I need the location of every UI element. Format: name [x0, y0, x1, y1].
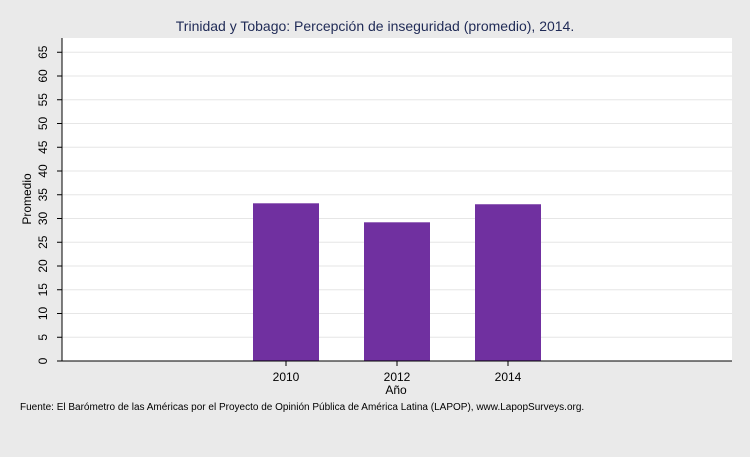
y-tick-label: 5 — [36, 334, 50, 341]
y-axis-ticks: 0 5 10 15 20 25 30 35 40 45 50 55 60 65 — [36, 45, 62, 364]
y-tick-label: 35 — [36, 188, 50, 202]
y-tick-label: 40 — [36, 164, 50, 178]
y-tick-label: 0 — [36, 357, 50, 364]
x-tick-label: 2012 — [384, 370, 411, 384]
y-tick-label: 50 — [36, 117, 50, 131]
y-tick-label: 45 — [36, 140, 50, 154]
bar-2012 — [364, 222, 430, 361]
y-tick-label: 15 — [36, 283, 50, 297]
y-tick-label: 25 — [36, 235, 50, 249]
y-axis-label: Promedio — [20, 173, 34, 225]
bar-2010 — [253, 203, 319, 361]
chart-title: Trinidad y Tobago: Percepción de insegur… — [176, 18, 574, 34]
source-note: Fuente: El Barómetro de las Américas por… — [20, 402, 584, 413]
y-tick-label: 60 — [36, 69, 50, 83]
gridlines — [62, 51, 732, 338]
y-tick-label: 30 — [36, 212, 50, 226]
x-tick-label: 2010 — [273, 370, 300, 384]
y-tick-label: 65 — [36, 45, 50, 59]
y-tick-label: 55 — [36, 93, 50, 107]
x-tick-label: 2014 — [495, 370, 522, 384]
y-tick-label: 10 — [36, 307, 50, 321]
x-axis-ticks: 2010 2012 2014 — [273, 361, 522, 384]
bars — [253, 203, 541, 361]
y-tick-label: 20 — [36, 259, 50, 273]
x-axis-label: Año — [385, 383, 407, 397]
bar-2014 — [475, 204, 541, 361]
